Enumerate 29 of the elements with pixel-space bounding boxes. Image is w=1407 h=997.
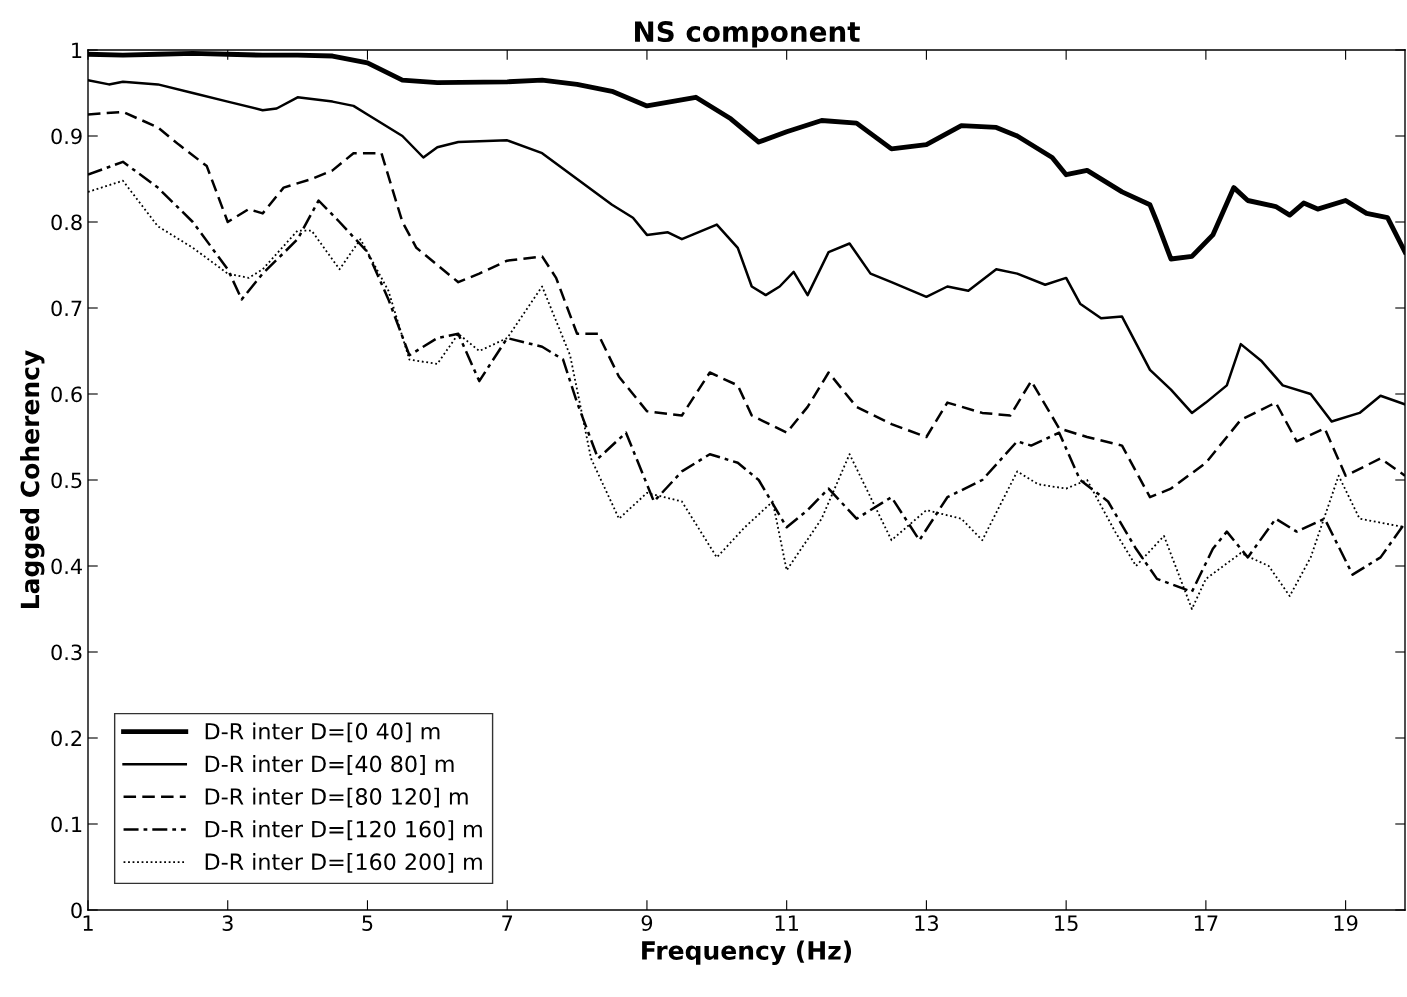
y-tick-label: 0.1 — [51, 816, 82, 833]
y-tick-label: 0.9 — [51, 128, 82, 145]
y-tick-label: 0.5 — [51, 472, 82, 489]
legend-label: D-R inter D=[0 40] m — [205, 722, 440, 743]
y-tick-label: 0.8 — [51, 214, 82, 231]
x-tick-label: 19 — [1334, 915, 1358, 931]
y-tick-label: 0.7 — [51, 300, 82, 317]
y-tick-label: 0.2 — [51, 730, 82, 747]
y-tick-label: 0.6 — [51, 386, 82, 403]
x-tick-label: 5 — [362, 915, 373, 931]
y-tick-label: 0.3 — [51, 644, 82, 661]
legend-label: D-R inter D=[120 160] m — [205, 820, 482, 841]
x-tick-label: 13 — [915, 915, 938, 931]
y-axis-title: Lagged Coherency — [20, 350, 45, 609]
legend-label: D-R inter D=[160 200] m — [205, 852, 482, 873]
chart-title: NS component — [635, 21, 860, 48]
x-tick-label: 9 — [641, 915, 653, 931]
x-tick-label: 1 — [83, 915, 93, 931]
y-tick-label: 0 — [71, 902, 82, 919]
x-tick-label: 15 — [1055, 915, 1078, 931]
x-tick-label: 17 — [1194, 915, 1218, 931]
x-axis-title: Frequency (Hz) — [642, 940, 852, 965]
x-tick-label: 7 — [502, 915, 513, 931]
y-tick-label: 1 — [72, 42, 82, 58]
x-tick-label: 3 — [222, 915, 233, 931]
y-tick-label: 0.4 — [51, 558, 82, 575]
legend-label: D-R inter D=[40 80] m — [205, 755, 454, 775]
legend-label: D-R inter D=[80 120] m — [205, 787, 468, 808]
x-tick-label: 11 — [775, 915, 798, 931]
